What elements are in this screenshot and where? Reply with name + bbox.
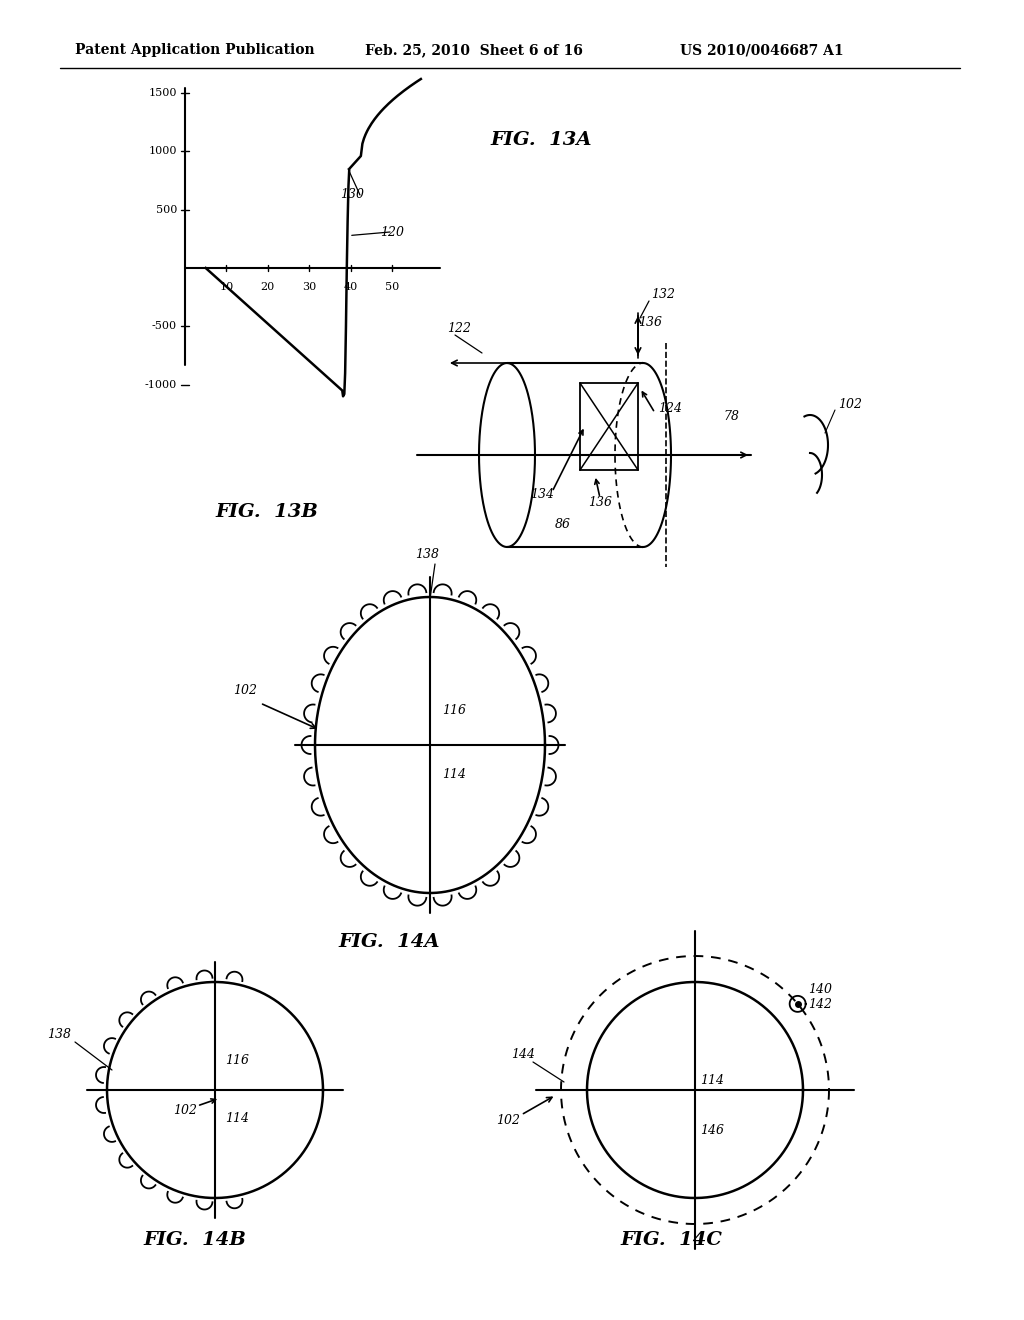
Text: 50: 50 — [385, 282, 399, 292]
Text: 116: 116 — [225, 1053, 249, 1067]
Text: FIG.  14A: FIG. 14A — [338, 933, 439, 950]
Text: 144: 144 — [511, 1048, 535, 1061]
Text: FIG.  13B: FIG. 13B — [215, 503, 317, 521]
Text: 134: 134 — [530, 488, 554, 502]
Text: FIG.  14C: FIG. 14C — [620, 1232, 722, 1249]
Text: 500: 500 — [156, 205, 177, 215]
Text: 132: 132 — [651, 289, 675, 301]
Text: 102: 102 — [233, 684, 257, 697]
Text: FIG.  14B: FIG. 14B — [143, 1232, 246, 1249]
Text: 140: 140 — [808, 983, 831, 997]
Text: US 2010/0046687 A1: US 2010/0046687 A1 — [680, 44, 844, 57]
Text: 142: 142 — [808, 998, 831, 1011]
Text: 10: 10 — [219, 282, 233, 292]
Text: 20: 20 — [261, 282, 274, 292]
Text: Patent Application Publication: Patent Application Publication — [75, 44, 314, 57]
Text: 102: 102 — [838, 399, 862, 412]
Text: 122: 122 — [447, 322, 471, 334]
Text: 116: 116 — [442, 704, 466, 717]
Text: -500: -500 — [152, 321, 177, 331]
Text: -1000: -1000 — [144, 380, 177, 389]
Text: 86: 86 — [555, 519, 571, 532]
Text: 78: 78 — [723, 411, 739, 424]
Text: 114: 114 — [700, 1073, 724, 1086]
Text: 1500: 1500 — [148, 88, 177, 98]
Text: 146: 146 — [700, 1123, 724, 1137]
Text: 1000: 1000 — [148, 147, 177, 156]
Text: 138: 138 — [415, 549, 439, 561]
Text: 114: 114 — [225, 1111, 249, 1125]
Text: 138: 138 — [47, 1028, 71, 1041]
Text: 30: 30 — [302, 282, 316, 292]
Text: FIG.  13A: FIG. 13A — [490, 131, 592, 149]
Text: 136: 136 — [588, 495, 612, 508]
Text: 124: 124 — [658, 401, 682, 414]
Text: 40: 40 — [343, 282, 357, 292]
Text: 130: 130 — [340, 189, 364, 202]
Text: 120: 120 — [380, 226, 404, 239]
Text: 114: 114 — [442, 768, 466, 781]
Text: 136: 136 — [638, 317, 662, 330]
Text: 102: 102 — [173, 1104, 197, 1117]
Text: Feb. 25, 2010  Sheet 6 of 16: Feb. 25, 2010 Sheet 6 of 16 — [365, 44, 583, 57]
Text: 102: 102 — [496, 1114, 520, 1126]
